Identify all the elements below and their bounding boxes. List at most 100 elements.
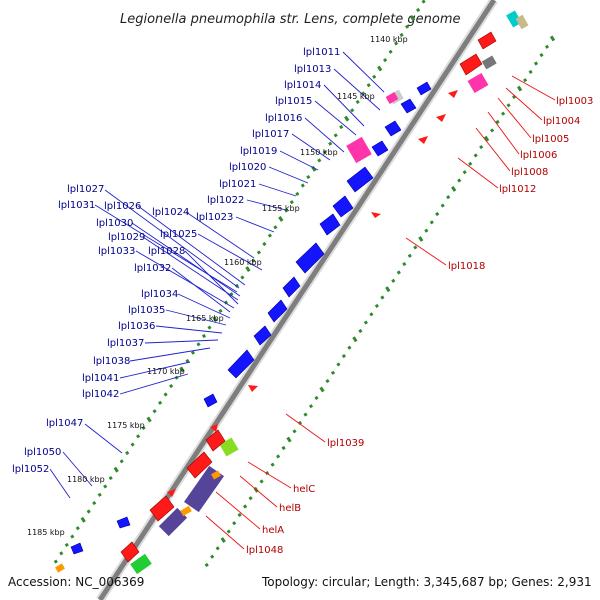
gene-label[interactable]: lpl1004: [543, 116, 580, 127]
gene-label[interactable]: lpl1039: [327, 438, 364, 449]
gene-lpl1033[interactable]: [267, 299, 288, 323]
gene-lpl1013[interactable]: [400, 98, 417, 114]
gene-label[interactable]: lpl1014: [284, 80, 321, 91]
gene-label[interactable]: lpl1022: [207, 195, 244, 206]
gene-lpl1017[interactable]: [371, 140, 389, 157]
gene-label[interactable]: lpl1029: [108, 232, 145, 243]
gene-lpl1048-orange[interactable]: [180, 505, 192, 517]
leader-line: [304, 117, 345, 153]
gene-lpl1050[interactable]: [116, 516, 131, 529]
gene-label[interactable]: lpl1028: [148, 246, 185, 257]
gene-label[interactable]: lpl1035: [128, 305, 165, 316]
gene-label[interactable]: lpl1003: [556, 96, 593, 107]
gene-label[interactable]: lpl1047: [46, 418, 83, 429]
gene-label[interactable]: lpl1052: [12, 464, 49, 475]
gene-lpl1022[interactable]: [332, 195, 354, 218]
tick-mark: [70, 534, 75, 539]
gene-red-small[interactable]: [167, 489, 176, 497]
gene-lpl1019[interactable]: [346, 136, 372, 164]
gene-lpl1052[interactable]: [70, 542, 84, 555]
gene-label[interactable]: lpl1048: [246, 545, 283, 556]
gene-label[interactable]: lpl1031: [58, 200, 95, 211]
gene-lpl1012-arrow[interactable]: [448, 90, 458, 98]
leader-line: [314, 100, 357, 136]
gene-label[interactable]: lpl1012: [499, 184, 536, 195]
gene-label[interactable]: lpl1024: [152, 207, 189, 218]
gene-label[interactable]: lpl1018: [448, 261, 485, 272]
tick-mark: [190, 350, 196, 355]
gene-label[interactable]: lpl1016: [265, 113, 302, 124]
tick-mark: [385, 286, 391, 293]
gene-label[interactable]: lpl1041: [82, 373, 119, 384]
gene-label[interactable]: helB: [279, 503, 301, 514]
gene-label[interactable]: lpl1013: [294, 64, 331, 75]
gene-label[interactable]: lpl1005: [532, 134, 569, 145]
gene-label[interactable]: lpl1019: [240, 146, 277, 157]
tick-mark: [347, 345, 352, 350]
gene-lpl1023[interactable]: [319, 213, 341, 236]
gene-label[interactable]: lpl1023: [196, 212, 233, 223]
gene-helA[interactable]: [149, 495, 175, 522]
gene-label[interactable]: lpl1034: [141, 289, 178, 300]
gene-lpl1026[interactable]: [295, 242, 325, 274]
gene-lpl1003[interactable]: [459, 53, 483, 76]
tick-marks: [53, 0, 556, 568]
gene-label[interactable]: lpl1026: [104, 201, 141, 212]
gene-lpl1048[interactable]: [120, 541, 140, 563]
gene-lpl1008[interactable]: [467, 72, 489, 94]
gene-helC-red[interactable]: [205, 429, 226, 452]
gene-label[interactable]: lpl1030: [96, 218, 133, 229]
gene-label[interactable]: lpl1021: [219, 179, 256, 190]
gene-orange-bottom[interactable]: [55, 563, 65, 573]
gene-lpl1020[interactable]: [346, 166, 374, 193]
gene-label[interactable]: helC: [293, 484, 315, 495]
tick-mark: [314, 395, 319, 400]
gene-label[interactable]: lpl1038: [93, 356, 130, 367]
tick-mark: [394, 41, 399, 46]
gene-lpl1005[interactable]: [506, 10, 522, 28]
gene-label[interactable]: lpl1008: [511, 167, 548, 178]
gene-label[interactable]: lpl1017: [252, 129, 289, 140]
gene-lpl1018[interactable]: [371, 212, 381, 218]
gene-label[interactable]: lpl1006: [520, 150, 557, 161]
gene-lpl1004[interactable]: [477, 31, 497, 50]
gene-lpl1038[interactable]: [227, 349, 255, 379]
gene-label[interactable]: lpl1042: [82, 389, 119, 400]
gene-label[interactable]: lpl1027: [67, 184, 104, 195]
gene-lpl1029[interactable]: [282, 276, 301, 298]
gene-label[interactable]: lpl1020: [229, 162, 266, 173]
gene-helC[interactable]: [219, 437, 239, 457]
gene-label[interactable]: lpl1036: [118, 321, 155, 332]
gene-lpl1047-orange[interactable]: [211, 470, 221, 480]
leader-line: [342, 51, 385, 93]
tick-mark: [468, 161, 473, 166]
gene-lpl1042[interactable]: [203, 393, 218, 408]
gene-label[interactable]: lpl1050: [24, 447, 61, 458]
gene-label[interactable]: helA: [262, 525, 284, 536]
gene-lpl1035[interactable]: [253, 325, 272, 346]
gene-red-small-2[interactable]: [210, 424, 218, 432]
gene-helB[interactable]: [186, 451, 213, 479]
gene-lpl1014[interactable]: [418, 136, 428, 144]
tick-mark: [366, 83, 371, 88]
gene-lpl1017b[interactable]: [385, 92, 399, 104]
gene-label[interactable]: lpl1033: [98, 246, 135, 257]
gene-lpl1008-b[interactable]: [481, 55, 497, 70]
gene-label[interactable]: lpl1037: [107, 338, 144, 349]
tick-mark: [325, 379, 330, 384]
gene-lpl1048-green[interactable]: [130, 553, 152, 575]
tick-mark: [204, 562, 209, 568]
gene-lpl1039[interactable]: [248, 385, 258, 392]
gene-label[interactable]: lpl1011: [303, 47, 340, 58]
gene-lpl1015[interactable]: [384, 120, 402, 137]
gene-lpl1011[interactable]: [416, 81, 432, 96]
gene-lpl1006[interactable]: [515, 14, 529, 30]
tick-mark: [418, 236, 424, 242]
gene-label[interactable]: lpl1025: [160, 229, 197, 240]
tick-mark: [281, 445, 286, 451]
gene-label[interactable]: lpl1015: [275, 96, 312, 107]
gene-lpl1016[interactable]: [436, 114, 446, 122]
gene-lpl1048-purple[interactable]: [158, 507, 188, 537]
gene-label[interactable]: lpl1032: [134, 263, 171, 274]
